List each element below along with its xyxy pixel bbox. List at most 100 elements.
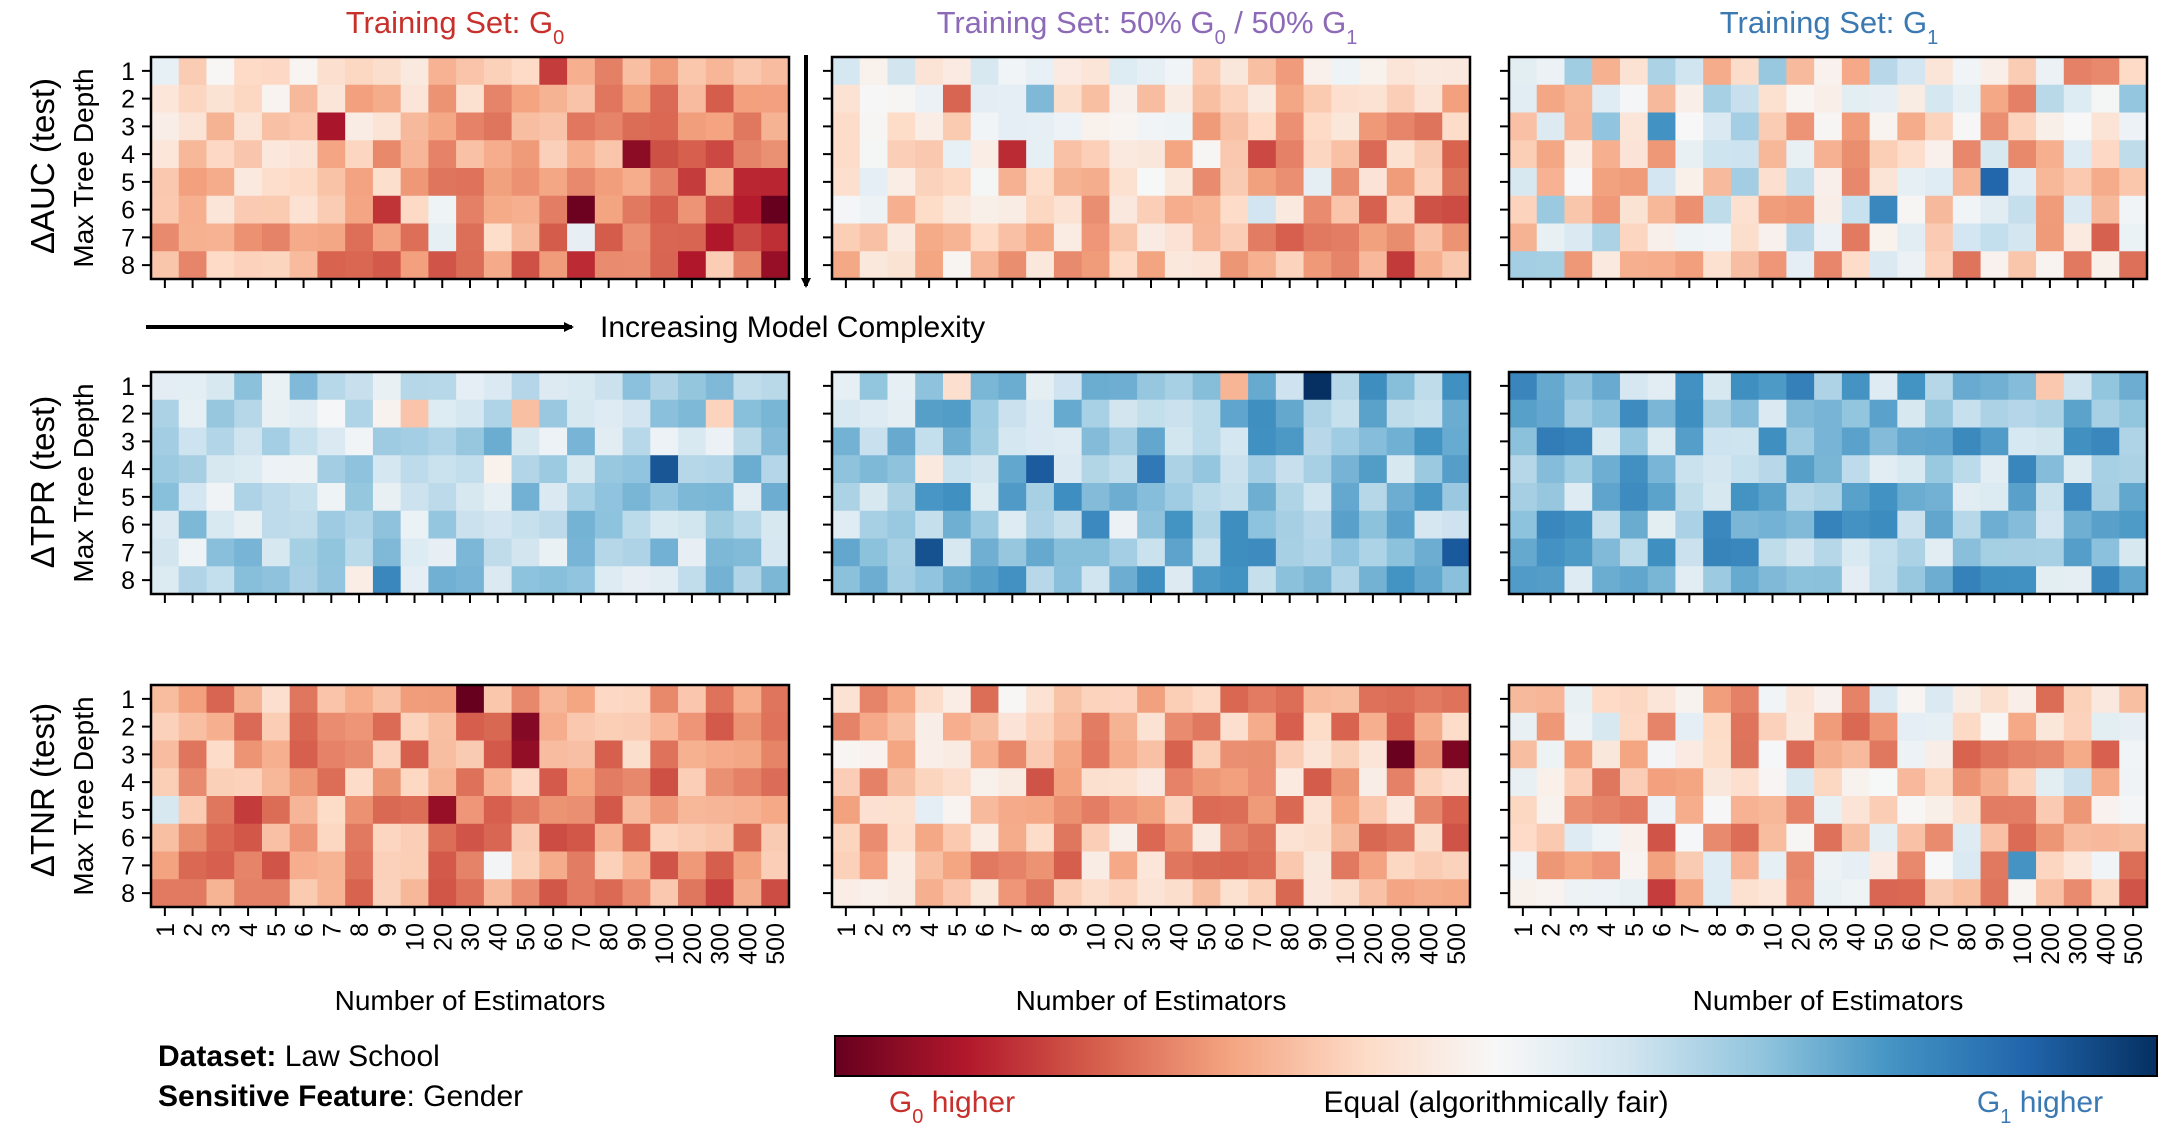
- heatmap-cell: [1647, 140, 1677, 169]
- heatmap-cell: [1730, 566, 1760, 595]
- heatmap-cell: [1869, 372, 1898, 401]
- heatmap-cell: [483, 84, 513, 114]
- heatmap-cell: [1786, 685, 1815, 714]
- heatmap-cell: [1730, 712, 1760, 742]
- heatmap-cell: [1647, 566, 1677, 595]
- heatmap-cell: [650, 712, 679, 742]
- heatmap-cell: [1536, 685, 1566, 714]
- heatmap-cell: [178, 510, 208, 540]
- heatmap-cell: [1248, 140, 1277, 169]
- heatmap-cell: [1703, 140, 1732, 169]
- heatmap-cell: [1026, 823, 1055, 853]
- heatmap-cell: [1675, 84, 1704, 114]
- heatmap-cell: [1137, 796, 1166, 825]
- heatmap-cell: [915, 84, 944, 114]
- heatmap-cell: [456, 195, 485, 225]
- heatmap-cell: [678, 168, 707, 197]
- heatmap-cell: [1952, 851, 1982, 880]
- heatmap-cell: [1331, 712, 1360, 742]
- heatmap-cell: [1275, 483, 1305, 512]
- heatmap-cell: [1925, 483, 1954, 512]
- heatmap-cell: [151, 823, 180, 853]
- heatmap-cell: [1164, 168, 1194, 197]
- heatmap-cell: [1980, 223, 2009, 252]
- heatmap-cell: [942, 372, 972, 401]
- heatmap-cell: [705, 823, 735, 853]
- heatmap-cell: [1703, 510, 1732, 540]
- heatmap-cell: [1758, 223, 1787, 252]
- heatmap-cell: [832, 84, 861, 114]
- heatmap-cell: [567, 823, 596, 853]
- heatmap-cell: [1137, 510, 1166, 540]
- heatmap-cell: [206, 823, 235, 853]
- heatmap-cell: [1414, 566, 1443, 595]
- heatmap-cell: [1592, 851, 1621, 880]
- heatmap-cell: [1414, 195, 1443, 225]
- heatmap-cell: [151, 372, 180, 401]
- heatmap-cell: [1925, 84, 1954, 114]
- x-tick-label: 400: [1415, 923, 1443, 965]
- heatmap-cell: [2008, 251, 2037, 280]
- heatmap-cell: [1414, 84, 1443, 114]
- heatmap-cell: [1026, 712, 1055, 742]
- x-tick-label: 1: [1510, 923, 1538, 937]
- heatmap-cell: [2008, 851, 2037, 880]
- heatmap-cell: [206, 712, 235, 742]
- heatmap-cell: [483, 427, 513, 456]
- heatmap-cell: [400, 538, 429, 567]
- heatmap-cell: [942, 84, 972, 114]
- heatmap-cell: [1137, 223, 1166, 252]
- heatmap-cell: [1564, 712, 1593, 742]
- heatmap-cell: [234, 84, 263, 114]
- heatmap-cell: [761, 251, 790, 280]
- heatmap-cell: [1786, 483, 1815, 512]
- heatmap-cell: [511, 768, 540, 797]
- heatmap-cell: [1675, 112, 1704, 141]
- heatmap-cell: [2008, 538, 2037, 567]
- heatmap-cell: [1053, 740, 1083, 769]
- heatmap-cell: [1925, 768, 1954, 797]
- heatmap-cell: [1109, 455, 1138, 484]
- heatmap-cell: [511, 538, 540, 567]
- heatmap-cell: [1592, 685, 1621, 714]
- heatmap-cell: [1386, 57, 1416, 86]
- heatmap-cell: [705, 84, 735, 114]
- heatmap-cell: [1509, 455, 1538, 484]
- x-tick-label: 30: [1815, 923, 1843, 951]
- heatmap-cell: [1220, 57, 1249, 86]
- heatmap-cell: [345, 455, 374, 484]
- heatmap-cell: [1137, 768, 1166, 797]
- heatmap-cell: [1442, 223, 1471, 252]
- heatmap-cell: [1164, 84, 1194, 114]
- heatmap-cell: [289, 851, 319, 880]
- heatmap-cell: [1192, 712, 1221, 742]
- heatmap-cell: [428, 427, 457, 456]
- heatmap-cell: [261, 84, 291, 114]
- heatmap-cell: [1192, 168, 1221, 197]
- heatmap-cell: [206, 57, 235, 86]
- heatmap-cell: [317, 195, 346, 225]
- heatmap-cell: [456, 823, 485, 853]
- heatmap-cell: [832, 851, 861, 880]
- heatmap-cell: [151, 195, 180, 225]
- heatmap-cell: [705, 455, 735, 484]
- heatmap-cell: [511, 57, 540, 86]
- heatmap-cell: [1275, 168, 1305, 197]
- heatmap-cell: [372, 427, 402, 456]
- heatmap-cell: [1192, 455, 1221, 484]
- heatmap-cell: [733, 712, 762, 742]
- x-tick-label: 80: [596, 923, 624, 951]
- heatmap-cell: [1980, 251, 2009, 280]
- heatmap-cell: [1841, 712, 1871, 742]
- heatmap-cell: [1509, 57, 1538, 86]
- heatmap-cell: [1220, 879, 1249, 908]
- heatmap-cell: [1414, 823, 1443, 853]
- heatmap-cell: [1980, 851, 2009, 880]
- heatmap-cell: [206, 879, 235, 908]
- heatmap-cell: [942, 879, 972, 908]
- heatmap-cell: [1730, 483, 1760, 512]
- heatmap-cell: [178, 796, 208, 825]
- heatmap-cell: [2008, 84, 2037, 114]
- heatmap-cell: [970, 483, 1000, 512]
